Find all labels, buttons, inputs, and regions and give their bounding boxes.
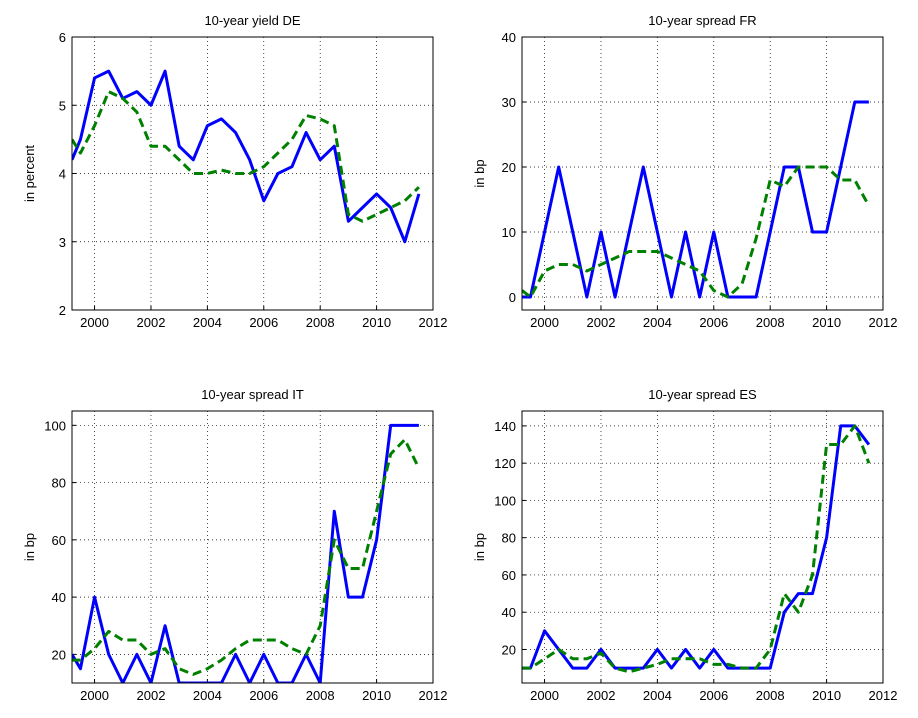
series-line: [72, 90, 420, 223]
x-tick-label: 2010: [362, 315, 391, 330]
y-tick-label: 6: [59, 30, 66, 45]
x-tick-label: 2008: [756, 315, 785, 330]
subplot-title: 10-year yield DE: [204, 13, 300, 28]
y-axis-label: in percent: [22, 145, 37, 202]
x-tick-label: 2000: [530, 688, 559, 703]
y-tick-label: 100: [494, 493, 516, 508]
x-tick-label: 2010: [362, 688, 391, 703]
x-tick-label: 2002: [137, 315, 166, 330]
x-tick-label: 2006: [249, 315, 278, 330]
x-tick-label: 2006: [249, 688, 278, 703]
x-tick-label: 2012: [419, 315, 448, 330]
x-tick-label: 2006: [699, 315, 728, 330]
series-line: [72, 423, 419, 683]
x-tick-label: 2004: [643, 688, 672, 703]
subplot-title: 10-year spread IT: [201, 387, 304, 402]
x-tick-label: 2004: [193, 315, 222, 330]
x-tick-label: 2012: [869, 688, 898, 703]
x-tick-label: 2002: [587, 688, 616, 703]
y-tick-label: 80: [52, 476, 66, 491]
plot-frame: [521, 36, 884, 311]
subplot: 10-year yield DE in percent 2 3 4 5 6 2000 2002 2…: [22, 13, 447, 330]
subplot: 10-year spread ES in bp 20 40 60 80 100 120 140 2…: [472, 387, 897, 703]
y-tick-label: 80: [502, 531, 516, 546]
x-tick-label: 2002: [137, 688, 166, 703]
y-tick-label: 40: [52, 590, 66, 605]
plot-frame: [71, 410, 434, 684]
subplot: 10-year spread FR in bp 0 10 20 30 40 2000 2002 2…: [472, 13, 897, 330]
y-tick-label: 120: [494, 456, 516, 471]
y-tick-label: 140: [494, 419, 516, 434]
x-tick-label: 2012: [419, 688, 448, 703]
x-tick-label: 2006: [699, 688, 728, 703]
y-tick-label: 3: [59, 235, 66, 250]
subplot-title: 10-year spread ES: [648, 387, 757, 402]
y-tick-label: 10: [502, 225, 516, 240]
plot-frame: [71, 36, 434, 311]
plot-frame: [521, 410, 884, 684]
y-tick-label: 20: [502, 642, 516, 657]
y-tick-label: 20: [52, 647, 66, 662]
series-line: [522, 424, 871, 674]
y-axis-label: in bp: [22, 533, 37, 561]
y-tick-label: 60: [52, 533, 66, 548]
subplot-title: 10-year spread FR: [648, 13, 756, 28]
series-line: [522, 165, 871, 299]
x-tick-label: 2008: [756, 688, 785, 703]
x-tick-label: 2008: [306, 315, 335, 330]
y-axis-label: in bp: [472, 159, 487, 187]
x-tick-label: 2000: [530, 315, 559, 330]
y-tick-label: 2: [59, 303, 66, 318]
x-tick-label: 2004: [643, 315, 672, 330]
y-tick-label: 100: [44, 418, 66, 433]
x-tick-label: 2012: [869, 315, 898, 330]
y-tick-label: 20: [502, 160, 516, 175]
y-tick-label: 5: [59, 98, 66, 113]
series-line: [522, 100, 869, 299]
y-tick-label: 40: [502, 30, 516, 45]
x-tick-label: 2000: [80, 315, 109, 330]
series-line: [72, 69, 421, 244]
y-tick-label: 0: [509, 290, 516, 305]
x-tick-label: 2010: [812, 688, 841, 703]
series-line: [72, 438, 421, 676]
y-tick-label: 4: [59, 167, 66, 182]
y-tick-label: 30: [502, 95, 516, 110]
y-tick-label: 40: [502, 605, 516, 620]
x-tick-label: 2000: [80, 688, 109, 703]
y-axis-label: in bp: [472, 533, 487, 561]
y-tick-label: 60: [502, 568, 516, 583]
x-tick-label: 2010: [812, 315, 841, 330]
x-tick-label: 2002: [587, 315, 616, 330]
x-tick-label: 2008: [306, 688, 335, 703]
subplot: 10-year spread IT in bp 20 40 60 80 100 2000 200…: [22, 387, 447, 703]
x-tick-label: 2004: [193, 688, 222, 703]
